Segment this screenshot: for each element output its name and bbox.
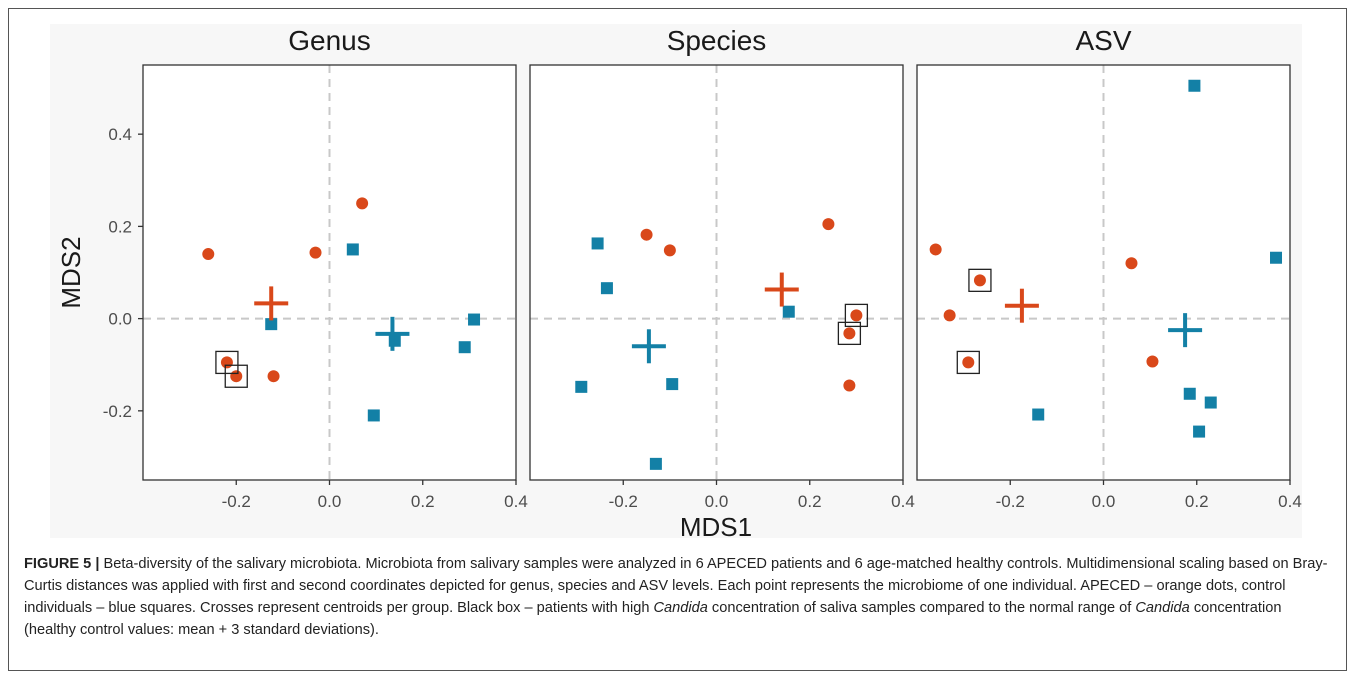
control-point	[666, 378, 679, 391]
y-axis-label: MDS2	[56, 236, 86, 308]
apeced-point	[1146, 355, 1159, 368]
x-tick-label: 0.0	[705, 492, 729, 511]
high-candida-box	[968, 268, 992, 292]
panel-genus	[142, 64, 517, 485]
panel-title-asv: ASV	[1075, 25, 1131, 56]
control-point	[600, 282, 613, 295]
apeced-point	[309, 246, 322, 259]
apeced-point	[230, 370, 243, 383]
panel-title-genus: Genus	[288, 25, 371, 56]
control-point	[468, 313, 481, 326]
high-candida-box	[837, 321, 862, 346]
apeced-point	[663, 244, 676, 257]
x-tick-label: -0.2	[609, 492, 638, 511]
apeced-point	[220, 356, 233, 369]
caption-italic-candida-2: Candida	[1135, 600, 1190, 616]
figure-caption: FIGURE 5 | Beta-diversity of the salivar…	[24, 553, 1334, 641]
x-tick-label: -0.2	[222, 492, 251, 511]
panel-area-genus	[143, 65, 516, 480]
apeced-point	[929, 243, 942, 256]
scatter-figure: Genus -0.2 0.0 0.2 0.4 Species -0.2 0.0 0.2 0.4 AS…	[56, 25, 1302, 542]
x-tick-label: 0.4	[504, 492, 528, 511]
panel-species	[529, 64, 904, 485]
apeced-point	[1125, 257, 1138, 270]
apeced-point	[202, 248, 215, 261]
control-point	[1183, 387, 1196, 400]
caption-text-2: concentration of saliva samples compared…	[707, 600, 1136, 616]
control-point	[367, 409, 380, 422]
high-candida-box	[956, 350, 980, 375]
high-candida-box	[215, 350, 239, 375]
y-tick-label: 0.0	[108, 310, 132, 329]
apeced-point	[850, 309, 863, 322]
control-point	[346, 243, 359, 256]
control-point	[649, 457, 662, 470]
x-axis-label: MDS1	[680, 512, 752, 542]
control-point	[782, 305, 795, 318]
x-tick-label: 0.2	[411, 492, 435, 511]
apeced-point	[943, 309, 956, 322]
apeced-point	[822, 218, 835, 231]
control-point	[458, 341, 471, 354]
control-point	[575, 380, 588, 393]
apeced-point	[640, 228, 653, 241]
x-tick-label: 0.4	[891, 492, 915, 511]
apeced-point	[962, 356, 975, 369]
panel-asv	[916, 64, 1291, 485]
caption-italic-candida-1: Candida	[653, 600, 708, 616]
x-tick-label: -0.2	[996, 492, 1025, 511]
control-point	[1204, 396, 1217, 409]
apeced-point	[843, 327, 856, 340]
x-tick-label: 0.2	[1185, 492, 1209, 511]
x-tick-label: 0.4	[1278, 492, 1302, 511]
apeced-point	[843, 379, 856, 392]
caption-label: FIGURE 5 |	[24, 556, 100, 572]
control-point	[1188, 79, 1201, 92]
control-point	[1270, 251, 1283, 264]
control-point	[1032, 408, 1045, 421]
control-point	[591, 237, 604, 250]
y-tick-label: 0.4	[108, 125, 132, 144]
panel-area-species	[530, 65, 903, 480]
apeced-point	[267, 370, 280, 383]
panel-title-species: Species	[667, 25, 767, 56]
apeced-point	[356, 197, 369, 210]
x-tick-label: 0.2	[798, 492, 822, 511]
y-tick-label: -0.2	[103, 402, 132, 421]
panel-area-asv	[917, 65, 1290, 480]
control-point	[1193, 425, 1206, 438]
caption-text-3: concentration (healthy control values: m…	[24, 600, 1282, 638]
high-candida-box	[224, 364, 248, 388]
apeced-point	[973, 274, 986, 287]
y-tick-label: 0.2	[108, 217, 132, 236]
x-tick-label: 0.0	[1092, 492, 1116, 511]
x-tick-label: 0.0	[318, 492, 342, 511]
caption-text-1: Beta-diversity of the salivary microbiot…	[24, 556, 1328, 616]
control-point	[265, 318, 278, 331]
high-candida-box	[844, 303, 869, 328]
